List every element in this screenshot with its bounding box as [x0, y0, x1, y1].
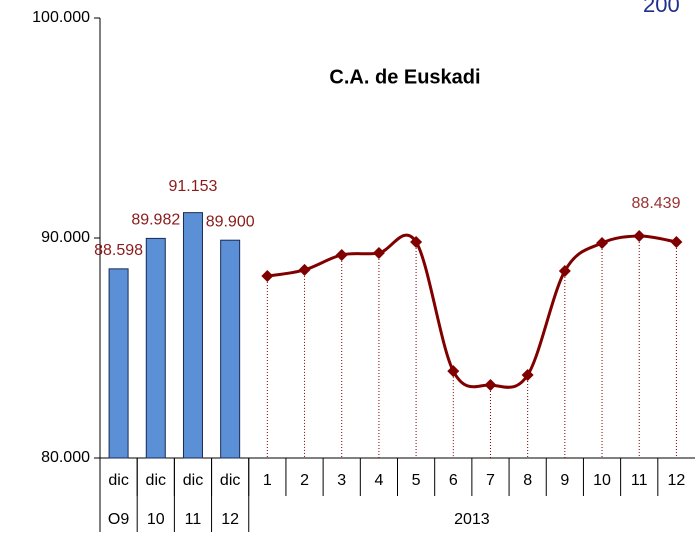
y-tick-label: 90.000 — [41, 229, 90, 246]
group-label: 10 — [147, 511, 165, 528]
data-label: 89.900 — [206, 213, 255, 230]
group-label: 12 — [221, 511, 239, 528]
x-tick-label: 2 — [300, 472, 309, 489]
marker — [447, 365, 460, 378]
data-label: 88.598 — [94, 242, 143, 259]
marker — [261, 270, 274, 283]
y-tick-label: 80.000 — [41, 449, 90, 466]
group-label: 2013 — [454, 511, 490, 528]
x-tick-label: 8 — [523, 472, 532, 489]
y-tick-label: 100.000 — [32, 9, 90, 26]
x-tick-label: 10 — [593, 472, 611, 489]
x-tick-label: 5 — [412, 472, 421, 489]
x-tick-label: 11 — [631, 472, 648, 489]
group-label: 11 — [185, 511, 202, 528]
data-label: 91.153 — [169, 178, 218, 195]
x-tick-label: dic — [108, 472, 128, 489]
marker — [633, 230, 646, 243]
marker — [521, 369, 534, 382]
marker — [372, 246, 385, 259]
x-tick-label: 3 — [337, 472, 346, 489]
marker — [298, 263, 311, 276]
bar — [220, 239, 241, 459]
x-tick-label: 9 — [560, 472, 569, 489]
x-tick-label: 4 — [374, 472, 383, 489]
marker — [670, 235, 683, 248]
bar — [145, 237, 166, 459]
x-tick-label: 6 — [449, 472, 458, 489]
x-tick-label: 12 — [668, 472, 686, 489]
marker — [410, 235, 423, 248]
x-tick-label: dic — [146, 472, 166, 489]
chart-title: C.A. de Euskadi — [329, 66, 480, 88]
corner-text: 200 — [643, 0, 680, 17]
bar — [182, 212, 203, 459]
x-tick-label: dic — [183, 472, 203, 489]
data-label: 89.982 — [131, 212, 180, 229]
annotation: 88.439 — [632, 195, 681, 212]
bar — [108, 268, 129, 459]
marker — [558, 265, 571, 277]
x-tick-label: 1 — [263, 472, 272, 489]
x-tick-label: 7 — [486, 472, 495, 489]
marker — [484, 378, 497, 391]
line — [267, 233, 677, 389]
marker — [596, 237, 609, 250]
group-label: O9 — [108, 511, 129, 528]
marker — [335, 248, 348, 261]
x-tick-label: dic — [220, 472, 240, 489]
